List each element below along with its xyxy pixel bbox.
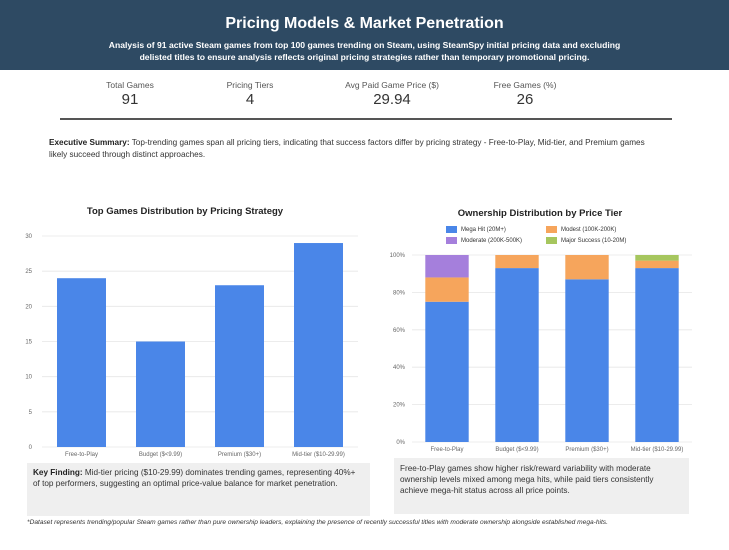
metric-label: Pricing Tiers — [226, 80, 274, 90]
y-tick-label: 15 — [25, 340, 32, 346]
stacked-bar-segment — [425, 301, 469, 442]
metric-label: Total Games — [106, 80, 154, 90]
stacked-bar-segment — [635, 255, 679, 261]
y-tick-label: 30 — [25, 234, 32, 240]
y-tick-label: 60% — [393, 328, 406, 334]
metric-avg-paid-price: Avg Paid Game Price ($) 29.94 — [322, 80, 462, 108]
key-finding-box: Key Finding: Mid-tier pricing ($10-29.99… — [27, 463, 370, 516]
chart1-title: Top Games Distribution by Pricing Strate… — [86, 206, 284, 217]
ownership-note-box: Free-to-Play games show higher risk/rewa… — [394, 458, 689, 514]
metric-value: 26 — [516, 91, 534, 108]
x-tick-label: Premium ($30+) — [565, 447, 608, 453]
legend-label: Major Success (10-20M) — [561, 237, 627, 244]
legend-item: Moderate (200K-500K) — [446, 237, 522, 244]
y-tick-label: 40% — [393, 365, 406, 371]
x-tick-label: Free-to-Play — [430, 447, 463, 453]
pricing-strategy-bar-chart: 0 5 10 15 20 25 30 Free-to-Play Budget ($<9.99) P… — [25, 234, 358, 458]
legend-label: Modest (100K-200K) — [561, 226, 617, 233]
stacked-bar-segment — [635, 260, 679, 269]
y-tick-label: 25 — [25, 269, 32, 275]
chart2-title: Ownership Distribution by Price Tier — [457, 208, 623, 219]
x-tick-label: Premium ($30+) — [218, 452, 261, 458]
metric-value: 91 — [121, 91, 139, 108]
x-tick-label: Mid-tier ($10-29.99) — [631, 447, 684, 453]
bar — [136, 341, 185, 447]
metric-value: 4 — [245, 91, 255, 108]
metric-label: Free Games (%) — [493, 80, 557, 90]
stacked-bar-segment — [565, 279, 609, 442]
report-header: Pricing Models & Market Penetration Anal… — [0, 0, 729, 70]
executive-summary-label: Executive Summary: — [49, 138, 130, 147]
key-finding-label: Key Finding: — [33, 468, 83, 477]
stacked-bar-segment — [495, 255, 539, 269]
metric-value: 29.94 — [373, 91, 411, 108]
y-tick-label: 10 — [25, 375, 32, 381]
x-tick-label: Mid-tier ($10-29.99) — [292, 452, 345, 458]
x-tick-label: Budget ($<9.99) — [495, 447, 538, 453]
bar — [215, 285, 264, 447]
page-title: Pricing Models & Market Penetration — [225, 15, 504, 32]
page-subtitle: Analysis of 91 active Steam games from t… — [108, 40, 621, 62]
metric-total-games: Total Games 91 — [60, 80, 200, 108]
metric-pricing-tiers: Pricing Tiers 4 — [180, 80, 320, 108]
stacked-bar-segment — [425, 277, 469, 302]
legend-swatch — [546, 237, 557, 244]
y-tick-label: 20 — [25, 304, 32, 310]
legend-item: Modest (100K-200K) — [546, 226, 616, 233]
ownership-note-text: Free-to-Play games show higher risk/rewa… — [400, 464, 654, 495]
y-tick-label: 100% — [390, 253, 406, 259]
executive-summary-text: Top-trending games span all pricing tier… — [49, 138, 645, 159]
y-tick-label: 20% — [393, 403, 406, 409]
ownership-stacked-bar-chart: 0% 20% 40% 60% 80% 100% Free-to-Play Budget ($<… — [390, 253, 692, 453]
stacked-bar-segment — [425, 255, 469, 278]
stacked-bar-segment — [565, 255, 609, 280]
stacked-bar-segment — [635, 268, 679, 442]
y-tick-label: 80% — [393, 290, 406, 296]
x-tick-label: Budget ($<9.99) — [139, 452, 182, 458]
legend-item: Major Success (10-20M) — [546, 237, 626, 244]
y-tick-label: 0% — [396, 440, 405, 446]
bar — [294, 243, 343, 447]
legend-item: Mega Hit (20M+) — [446, 226, 506, 233]
legend-label: Mega Hit (20M+) — [461, 226, 506, 233]
y-tick-label: 5 — [29, 410, 33, 416]
metric-free-games: Free Games (%) 26 — [455, 80, 595, 108]
stacked-bar-segment — [495, 268, 539, 442]
legend-label: Moderate (200K-500K) — [461, 237, 523, 244]
legend-swatch — [446, 237, 457, 244]
executive-summary: Executive Summary: Top-trending games sp… — [49, 137, 659, 161]
metrics-bar: Total Games 91 Pricing Tiers 4 Avg Paid … — [60, 74, 672, 120]
y-tick-label: 0 — [29, 445, 33, 451]
metric-label: Avg Paid Game Price ($) — [345, 80, 439, 90]
bar — [57, 278, 106, 447]
legend-swatch — [546, 226, 557, 233]
footnote: *Dataset represents trending/popular Ste… — [27, 519, 608, 526]
key-finding-text: Mid-tier pricing ($10-29.99) dominates t… — [33, 468, 356, 488]
x-tick-label: Free-to-Play — [65, 452, 98, 458]
legend-swatch — [446, 226, 457, 233]
